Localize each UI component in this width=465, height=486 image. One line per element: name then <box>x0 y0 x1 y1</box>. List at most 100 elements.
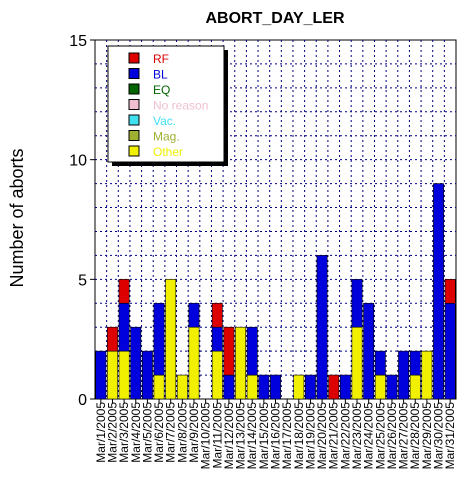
x-tick-label: Mar/17/2005 <box>280 402 294 470</box>
x-tick-label: Mar/25/2005 <box>373 402 387 470</box>
bar-segment <box>386 374 398 400</box>
bar-segment <box>444 279 456 304</box>
x-tick-label: Mar/15/2005 <box>257 402 271 470</box>
x-tick-label: Mar/7/2005 <box>164 402 178 463</box>
bar-segment <box>188 302 200 328</box>
bar-segment <box>211 302 223 328</box>
x-tick-label: Mar/4/2005 <box>129 402 143 463</box>
bar-segment <box>246 374 258 400</box>
legend-swatch <box>128 52 140 64</box>
x-tick-label: Mar/5/2005 <box>140 402 154 463</box>
bar-segment <box>374 350 386 376</box>
legend-swatch <box>128 130 140 141</box>
y-tick-label: 10 <box>69 153 87 170</box>
bar-segment <box>223 326 235 376</box>
bar-segment <box>246 326 258 376</box>
bar-segment <box>211 326 223 352</box>
bar-segment <box>107 350 118 400</box>
x-tick-label: Mar/26/2005 <box>385 402 399 470</box>
x-tick-label: Mar/8/2005 <box>175 402 189 463</box>
x-tick-label: Mar/12/2005 <box>222 402 236 470</box>
y-tick-label: 15 <box>69 33 87 50</box>
x-tick-label: Mar/28/2005 <box>408 402 422 470</box>
x-tick-label: Mar/1/2005 <box>94 402 108 463</box>
x-tick-label: Mar/13/2005 <box>234 402 248 470</box>
bar-segment <box>293 374 305 400</box>
bars <box>95 183 456 400</box>
x-tick-label: Mar/30/2005 <box>432 402 446 470</box>
bar-segment <box>165 279 177 400</box>
bar-segment <box>118 302 130 352</box>
y-axis-ticks: 0 5 10 15 <box>69 33 95 409</box>
bar-segment <box>433 183 444 400</box>
bar-segment <box>141 350 153 400</box>
legend-swatch <box>128 145 140 157</box>
bar-segment <box>130 326 142 400</box>
bar-segment <box>339 374 351 400</box>
x-tick-label: Mar/18/2005 <box>292 402 306 470</box>
x-tick-label: Mar/9/2005 <box>187 402 201 463</box>
bar-segment <box>328 374 340 400</box>
legend-box <box>107 45 225 163</box>
x-tick-label: Mar/16/2005 <box>269 402 283 470</box>
x-tick-label: Mar/20/2005 <box>315 402 329 470</box>
legend-label: Mag. <box>153 130 180 144</box>
bar-segment <box>223 374 235 400</box>
legend-label: RF <box>153 52 169 66</box>
bar-segment <box>211 350 223 400</box>
bar-segment <box>176 374 188 400</box>
x-axis-ticks: Mar/1/2005Mar/2/2005Mar/3/2005Mar/4/2005… <box>94 399 457 469</box>
x-tick-label: Mar/10/2005 <box>199 402 213 470</box>
x-tick-label: Mar/14/2005 <box>245 402 259 470</box>
x-tick-label: Mar/3/2005 <box>117 402 131 463</box>
bar-segment <box>374 374 386 400</box>
x-tick-label: Mar/31/2005 <box>443 402 457 470</box>
bar-segment <box>270 374 281 400</box>
y-axis-label: Number of aborts <box>7 148 27 287</box>
legend-label: Vac. <box>153 114 176 128</box>
bar-segment <box>421 350 433 400</box>
bar-segment <box>118 279 130 304</box>
y-tick-label: 0 <box>78 392 87 409</box>
bar-segment <box>409 350 421 376</box>
legend-label: BL <box>153 68 168 82</box>
legend-swatch <box>128 99 140 110</box>
x-tick-label: Mar/6/2005 <box>152 402 166 463</box>
legend-swatch <box>128 83 140 95</box>
x-tick-label: Mar/11/2005 <box>210 402 224 469</box>
legend-label: EQ <box>153 83 170 97</box>
x-tick-label: Mar/2/2005 <box>105 402 119 463</box>
x-tick-label: Mar/19/2005 <box>303 402 317 470</box>
y-tick-label: 5 <box>78 272 87 289</box>
bar-segment <box>258 374 270 400</box>
bar-segment <box>188 326 200 400</box>
bar-segment <box>118 350 130 400</box>
x-tick-label: Mar/23/2005 <box>350 402 364 470</box>
bar-segment <box>351 279 363 328</box>
bar-segment <box>153 374 165 400</box>
chart-title: ABORT_DAY_LER <box>206 10 345 27</box>
bar-segment <box>305 374 316 400</box>
x-tick-label: Mar/21/2005 <box>327 402 341 470</box>
legend-swatch <box>128 114 140 126</box>
bar-segment <box>444 302 456 400</box>
bar-segment <box>95 350 107 400</box>
x-tick-label: Mar/22/2005 <box>338 402 352 470</box>
x-tick-label: Mar/24/2005 <box>362 402 376 470</box>
legend-swatch <box>128 68 140 79</box>
bar-segment <box>235 326 246 400</box>
bar-segment <box>107 326 118 352</box>
bar-segment <box>351 326 363 400</box>
bar-segment <box>398 350 410 400</box>
bar-segment <box>153 302 165 376</box>
bar-segment <box>316 255 328 400</box>
bar-segment <box>409 374 421 400</box>
x-tick-label: Mar/27/2005 <box>397 402 411 470</box>
legend-label: Other <box>153 145 183 159</box>
legend-label: No reason <box>153 99 208 113</box>
x-tick-label: Mar/29/2005 <box>420 402 434 470</box>
bar-segment <box>363 302 375 400</box>
